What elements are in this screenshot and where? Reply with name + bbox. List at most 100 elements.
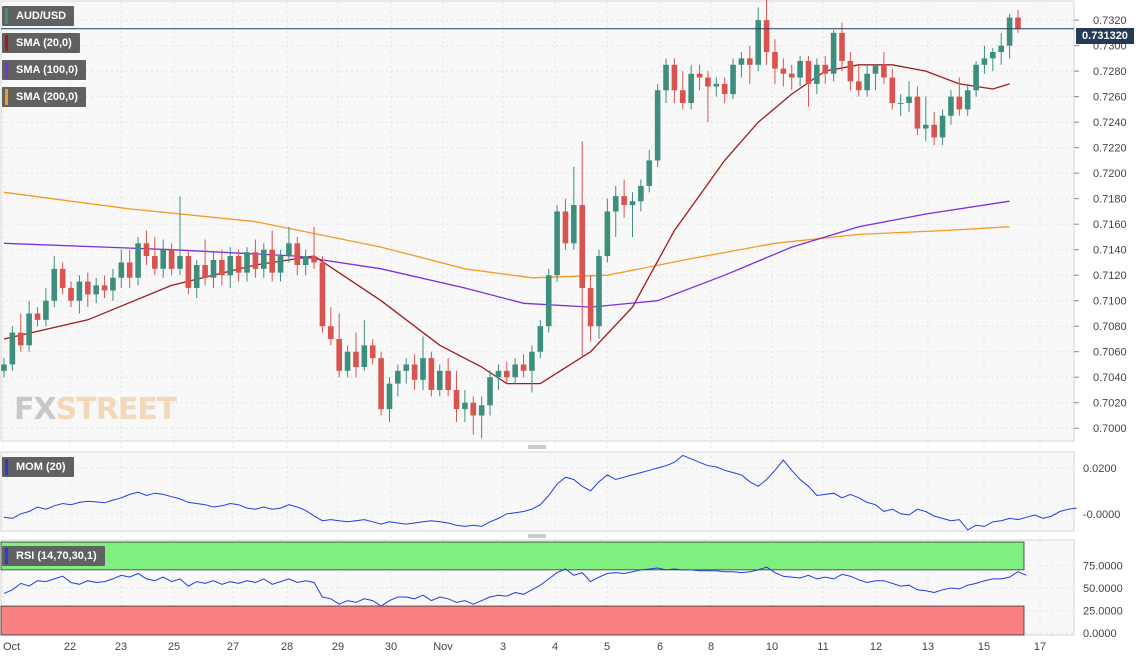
candle-body <box>797 60 803 78</box>
candle-body <box>696 73 703 78</box>
candle <box>788 64 795 91</box>
price-tick-label: 0.7100 <box>1093 296 1127 308</box>
legend-sma100[interactable]: SMA (100,0) <box>2 60 86 80</box>
panel-splitter-2[interactable] <box>528 534 546 538</box>
legend-rsi[interactable]: RSI (14,70,30,1) <box>2 546 105 566</box>
candle-body <box>76 281 83 301</box>
candle <box>26 300 32 352</box>
x-tick-label: 29 <box>332 641 344 653</box>
candle-body <box>755 20 761 65</box>
candle <box>872 64 879 91</box>
x-tick-label: Nov <box>433 641 453 653</box>
candle-body <box>453 389 460 410</box>
x-tick-label: 13 <box>922 641 934 653</box>
candle <box>319 256 326 333</box>
candle-body <box>436 370 443 390</box>
candle-body <box>210 259 217 278</box>
candle-body <box>545 275 552 327</box>
price-panel <box>0 0 1075 442</box>
candle <box>906 81 912 112</box>
candle <box>604 198 611 263</box>
x-tick-label: 30 <box>385 641 397 653</box>
candle <box>830 30 837 82</box>
mom-tick-label: 0.0200 <box>1083 463 1117 475</box>
logo-part-fx: FX <box>14 392 57 427</box>
candle-body <box>931 124 937 138</box>
candle-body <box>604 211 611 257</box>
candle <box>964 83 971 116</box>
price-tick-label: 0.7320 <box>1093 15 1127 27</box>
candle <box>152 236 158 276</box>
legend-sma200[interactable]: SMA (200,0) <box>2 87 86 107</box>
candle <box>311 226 317 269</box>
candle <box>939 109 946 146</box>
panel-splitter-1[interactable] <box>528 445 546 449</box>
candle <box>948 90 954 125</box>
candle <box>168 243 175 276</box>
candle <box>76 275 83 314</box>
candle-body <box>621 196 627 206</box>
candle <box>621 179 627 218</box>
candle-body <box>294 243 301 265</box>
candle-body <box>17 332 24 346</box>
candle-body <box>1006 17 1013 46</box>
candle-body <box>646 160 653 186</box>
candle <box>43 287 49 327</box>
price-tick-label: 0.7180 <box>1093 194 1127 206</box>
candle-body <box>1 364 7 371</box>
candle <box>235 249 242 282</box>
candle <box>763 0 770 65</box>
candle-body <box>478 405 485 416</box>
price-tick-label: 0.7260 <box>1093 92 1127 104</box>
candle-body <box>336 338 342 371</box>
rsi-swatch <box>5 548 8 564</box>
candle <box>294 236 301 276</box>
candle-body <box>185 256 192 288</box>
candle-body <box>529 351 535 371</box>
candle-body <box>881 64 887 78</box>
candle <box>931 111 937 146</box>
candle <box>85 272 91 308</box>
candle-body <box>244 252 250 273</box>
candle-body <box>948 96 954 116</box>
candle <box>1006 13 1013 59</box>
candle <box>755 7 761 72</box>
legend-symbol[interactable]: AUD/USD <box>2 6 75 26</box>
fxstreet-logo: FXSTREET <box>14 392 178 427</box>
candle-body <box>378 358 384 410</box>
legend-mom[interactable]: MOM (20) <box>2 457 74 477</box>
candle <box>252 239 259 278</box>
candle <box>671 58 678 104</box>
legend-sma20[interactable]: SMA (20,0) <box>2 33 80 53</box>
candle <box>17 313 24 352</box>
candle <box>286 226 292 263</box>
price-tick-label: 0.7080 <box>1093 321 1127 333</box>
candle-body <box>679 90 686 104</box>
candle-body <box>34 313 41 320</box>
candle <box>302 249 309 276</box>
candle-body <box>227 256 234 276</box>
candle-body <box>730 64 736 95</box>
price-tick-label: 0.7120 <box>1093 270 1127 282</box>
candle-body <box>855 81 862 91</box>
candle-body <box>93 285 99 295</box>
mom-panel <box>0 451 1075 532</box>
candle <box>654 83 661 167</box>
candle-body <box>43 300 49 320</box>
candle <box>445 358 451 397</box>
candle-body <box>822 64 829 74</box>
candle-body <box>721 83 728 95</box>
candle <box>193 259 200 299</box>
candle <box>210 252 217 288</box>
candle <box>839 22 845 72</box>
candle-body <box>990 52 996 59</box>
logo-part-street: STREET <box>55 392 178 427</box>
candle-body <box>160 249 167 269</box>
candle-body <box>235 256 242 273</box>
candle <box>889 68 896 110</box>
x-tick-label: 12 <box>870 641 882 653</box>
candle-body <box>663 64 669 91</box>
candle <box>51 256 58 308</box>
candle <box>663 58 669 104</box>
